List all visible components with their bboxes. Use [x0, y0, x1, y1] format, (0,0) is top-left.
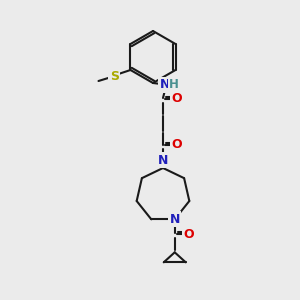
Text: O: O [172, 139, 182, 152]
Text: N: N [169, 213, 180, 226]
Text: H: H [169, 79, 179, 92]
Text: O: O [183, 228, 194, 241]
Text: N: N [160, 79, 170, 92]
Text: N: N [158, 154, 168, 166]
Text: O: O [172, 92, 182, 106]
Text: S: S [110, 70, 119, 83]
